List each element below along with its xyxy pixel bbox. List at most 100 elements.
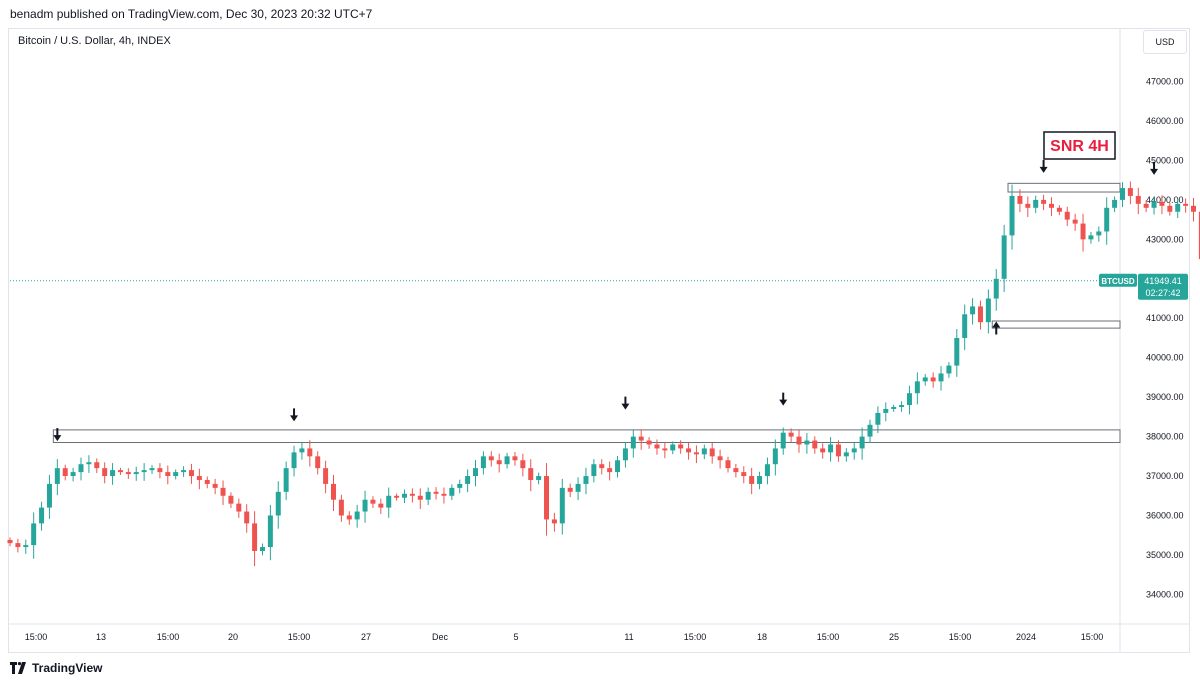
x-tick-label: 15:00 [25, 632, 48, 642]
candle-body [686, 448, 692, 453]
candle-body [977, 306, 983, 323]
candle-body [315, 456, 321, 469]
candle-body [259, 547, 265, 551]
candle-body [764, 464, 770, 477]
candle-body [480, 456, 486, 469]
candle-body [94, 462, 100, 469]
arrow-down-icon [621, 396, 630, 410]
candle-body [409, 493, 415, 496]
candle-body [39, 507, 45, 524]
candle-body [236, 503, 242, 512]
x-tick-label: 20 [228, 632, 238, 642]
candle-body [875, 412, 881, 425]
candle-body [1001, 235, 1007, 279]
candle-body [906, 393, 912, 406]
y-tick-label: 34000.00 [1146, 589, 1184, 599]
candle-body [86, 462, 92, 465]
candle-body [307, 448, 313, 457]
candle-body [1009, 195, 1015, 236]
candle-body [54, 468, 60, 484]
x-tick-label: 18 [757, 632, 767, 642]
candle-body [102, 468, 108, 477]
candle-body [1033, 199, 1039, 208]
candle-body [1198, 211, 1200, 260]
candle-body [1048, 203, 1054, 208]
y-tick-label: 40000.00 [1146, 353, 1184, 363]
candle-body [165, 472, 171, 477]
candle-body [962, 314, 968, 338]
candle-body [828, 444, 834, 453]
candle-body [520, 460, 526, 469]
candle-body [591, 464, 597, 477]
candle-body [536, 476, 542, 480]
arrow-down-icon [779, 392, 788, 406]
candle-body [46, 483, 52, 508]
candle-body [196, 476, 202, 480]
candle-body [544, 476, 550, 520]
x-tick-label: 2024 [1016, 632, 1036, 642]
candle-body [1159, 201, 1165, 206]
candle-body [1175, 203, 1181, 212]
candle-body [654, 444, 660, 449]
x-tick-label: 27 [361, 632, 371, 642]
candle-body [1119, 188, 1125, 200]
candle-body [993, 278, 999, 299]
candle-body [1104, 207, 1110, 232]
footer-brand[interactable]: TradingView [10, 659, 102, 677]
candle-body [796, 436, 802, 445]
candle-body [678, 444, 684, 449]
symbol-tag-label: BTCUSD [1101, 277, 1135, 286]
candle-body [820, 448, 826, 453]
candle-body [559, 487, 565, 524]
candle-body [638, 436, 644, 441]
candle-body [141, 470, 147, 473]
candle-body [938, 373, 944, 382]
arrow-down-icon [290, 408, 299, 422]
candle-body [1096, 231, 1102, 236]
candle-body [930, 377, 936, 382]
candle-body [31, 523, 37, 546]
candle-body [630, 436, 636, 449]
candle-body [1151, 201, 1157, 208]
candle-body [323, 468, 329, 484]
y-tick-label: 46000.00 [1146, 116, 1184, 126]
candle-body [922, 377, 928, 382]
candle-body [299, 448, 305, 453]
support-resistance-zone [991, 320, 1121, 329]
top-bar: benadm published on TradingView.com, Dec… [0, 0, 1200, 28]
candle-body [417, 495, 423, 500]
candle-body [283, 468, 289, 492]
candle-body [1183, 203, 1189, 206]
candle-body [733, 468, 739, 473]
candle-body [181, 470, 187, 473]
x-tick-label: 25 [889, 632, 899, 642]
candle-body [788, 432, 794, 437]
x-tick-label: Dec [432, 632, 449, 642]
last-price-tag [1138, 273, 1188, 300]
symbol-title: Bitcoin / U.S. Dollar, 4h, INDEX [18, 35, 171, 47]
candle-body [23, 545, 29, 548]
candle-body [504, 456, 510, 465]
candle-body [701, 448, 707, 455]
candle-body [473, 468, 479, 477]
candle-body [354, 511, 360, 520]
y-tick-label: 41000.00 [1146, 313, 1184, 323]
candle-body [244, 511, 250, 524]
candle-body [267, 515, 273, 548]
x-tick-label: 15:00 [684, 632, 707, 642]
candle-body [370, 499, 376, 504]
candle-body [985, 298, 991, 323]
candle-body [133, 472, 139, 475]
y-tick-label: 37000.00 [1146, 471, 1184, 481]
y-tick-label: 47000.00 [1146, 77, 1184, 87]
y-tick-label: 35000.00 [1146, 550, 1184, 560]
candle-body [402, 493, 407, 498]
currency-button[interactable]: USD [1143, 30, 1187, 54]
y-tick-label: 44000.00 [1146, 195, 1184, 205]
candle-body [749, 476, 755, 484]
candle-body [425, 491, 431, 500]
candle-body [867, 424, 873, 437]
candle-body [1088, 235, 1094, 240]
x-tick-label: 15:00 [1081, 632, 1104, 642]
